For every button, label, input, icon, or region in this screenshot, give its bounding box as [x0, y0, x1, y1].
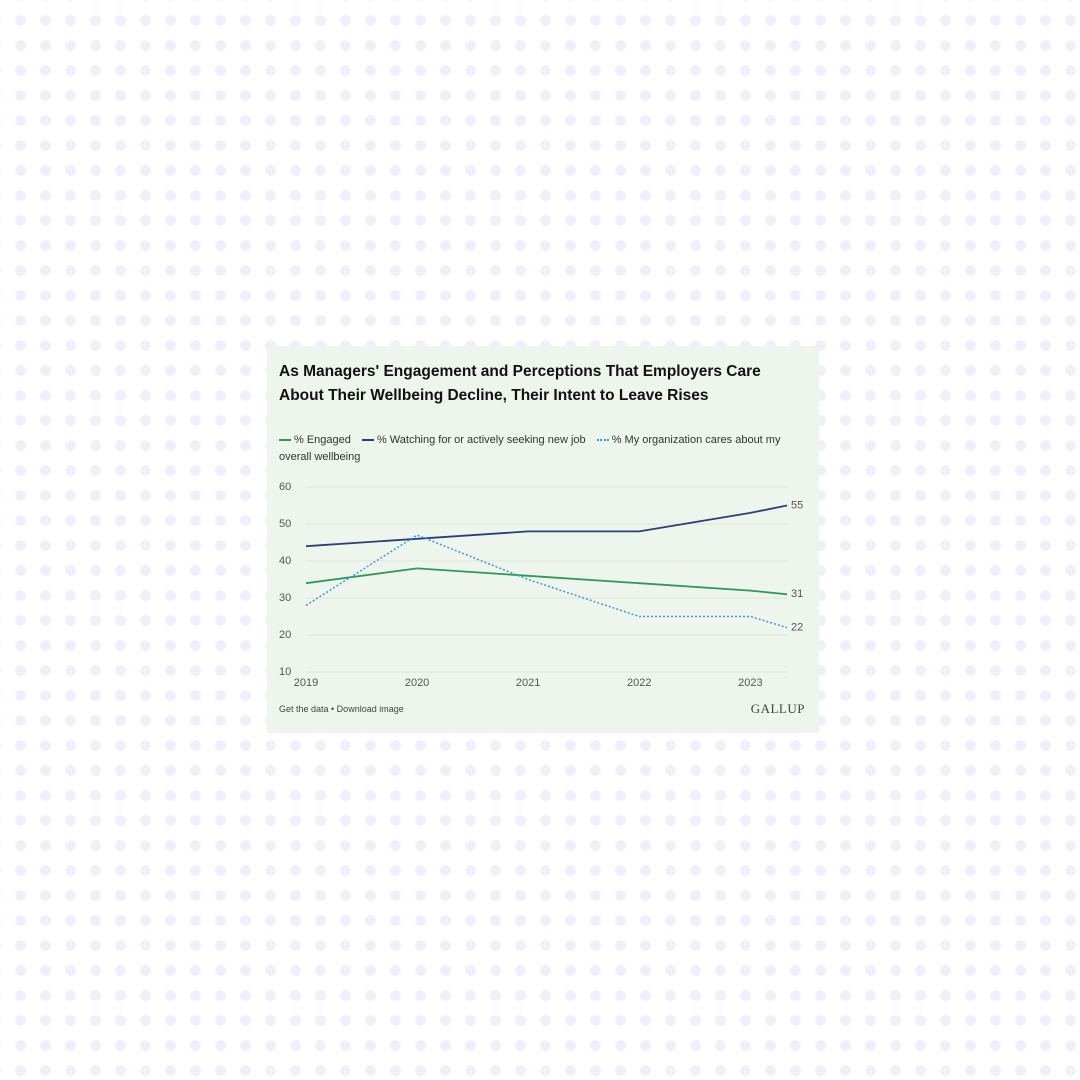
series-line: [305, 504, 788, 548]
legend-swatch: [279, 439, 291, 442]
legend-swatch: [361, 439, 374, 442]
end-label: 55: [791, 499, 803, 511]
legend-item: % My organization cares about my overall…: [279, 434, 780, 463]
series-line: [305, 534, 788, 629]
logo: GALLUP: [750, 701, 805, 716]
chart-card: 10 20 30 40 50 60 2019 2020 2021 2022 2023 31 55 22 A…: [267, 346, 819, 733]
legend-label: % Watching for or actively seeking new j…: [376, 434, 586, 446]
x-tick-label: 2019: [294, 677, 318, 689]
y-tick-label: 30: [279, 592, 291, 604]
end-label: 31: [791, 588, 803, 600]
y-tick-label: 40: [279, 555, 291, 567]
x-tick-label: 2020: [405, 677, 429, 689]
y-tick-label: 20: [279, 629, 291, 641]
legend-swatch: [596, 439, 609, 442]
series-line: [305, 567, 788, 596]
x-tick-label: 2023: [738, 677, 762, 689]
end-label: 22: [791, 622, 803, 634]
y-tick-label: 60: [279, 481, 291, 493]
legend-item: % Watching for or actively seeking new j…: [361, 434, 586, 446]
y-tick-label: 50: [279, 518, 291, 530]
legend-label: % My organization cares about my overall…: [279, 434, 781, 463]
x-tick-label: 2022: [627, 677, 651, 689]
chart-title: As Managers' Engagement and Perceptions …: [279, 363, 761, 404]
footer-links[interactable]: Get the data • Download image: [279, 704, 404, 714]
x-tick-label: 2021: [516, 677, 540, 689]
y-tick-label: 10: [279, 666, 291, 678]
legend: % Engaged % Watching for or actively see…: [279, 432, 799, 466]
chart: 10 20 30 40 50 60 2019 2020 2021 2022 2023 31 55 22: [279, 481, 803, 689]
legend-item: % Engaged: [279, 434, 351, 446]
legend-label: % Engaged: [294, 434, 351, 446]
